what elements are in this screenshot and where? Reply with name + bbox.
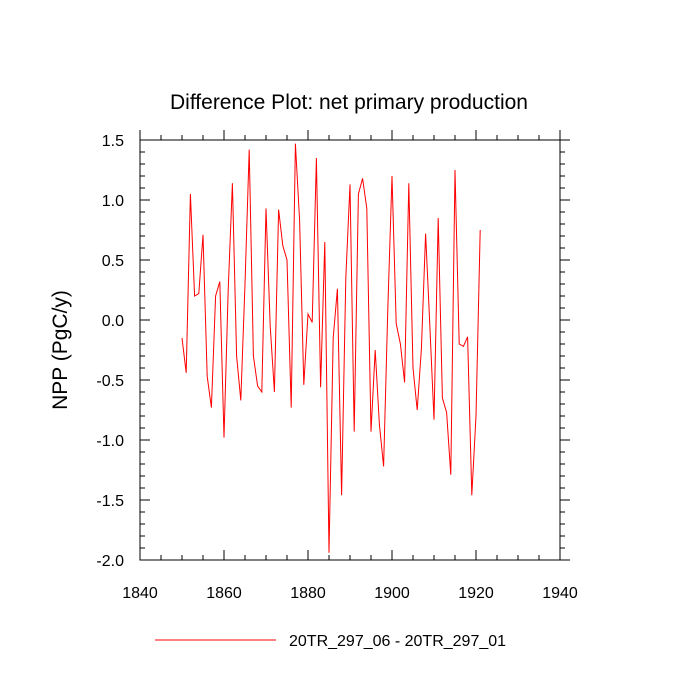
y-axis-tick-labels: -2.0 -1.5 -1.0 -0.5 0.0 0.5 1.0 1.5 (96, 133, 124, 570)
x-tick-label: 1920 (458, 585, 494, 602)
x-tick-label: 1860 (206, 585, 242, 602)
legend-label: 20TR_297_06 - 20TR_297_01 (289, 633, 506, 650)
y-tick-label: 1.5 (102, 133, 124, 150)
y-tick-label: -1.5 (96, 493, 124, 510)
y-axis-label: NPP (PgC/y) (49, 290, 72, 410)
legend: 20TR_297_06 - 20TR_297_01 (155, 633, 506, 650)
y-tick-label: 0.5 (102, 253, 124, 270)
x-tick-label: 1940 (542, 585, 578, 602)
axis-ticks (139, 130, 570, 561)
chart-title: Difference Plot: net primary production (170, 91, 528, 114)
y-tick-label: -1.0 (96, 433, 124, 450)
x-axis-tick-labels: 1840 1860 1880 1900 1920 1940 (122, 585, 578, 602)
y-tick-label: 1.0 (102, 193, 124, 210)
series-line (181, 143, 481, 553)
series-layer (181, 143, 481, 553)
x-tick-label: 1900 (374, 585, 410, 602)
x-tick-label: 1880 (290, 585, 326, 602)
x-tick-label: 1840 (122, 585, 158, 602)
y-tick-label: -2.0 (96, 553, 124, 570)
y-tick-label: -0.5 (96, 373, 124, 390)
y-tick-label: 0.0 (102, 313, 124, 330)
